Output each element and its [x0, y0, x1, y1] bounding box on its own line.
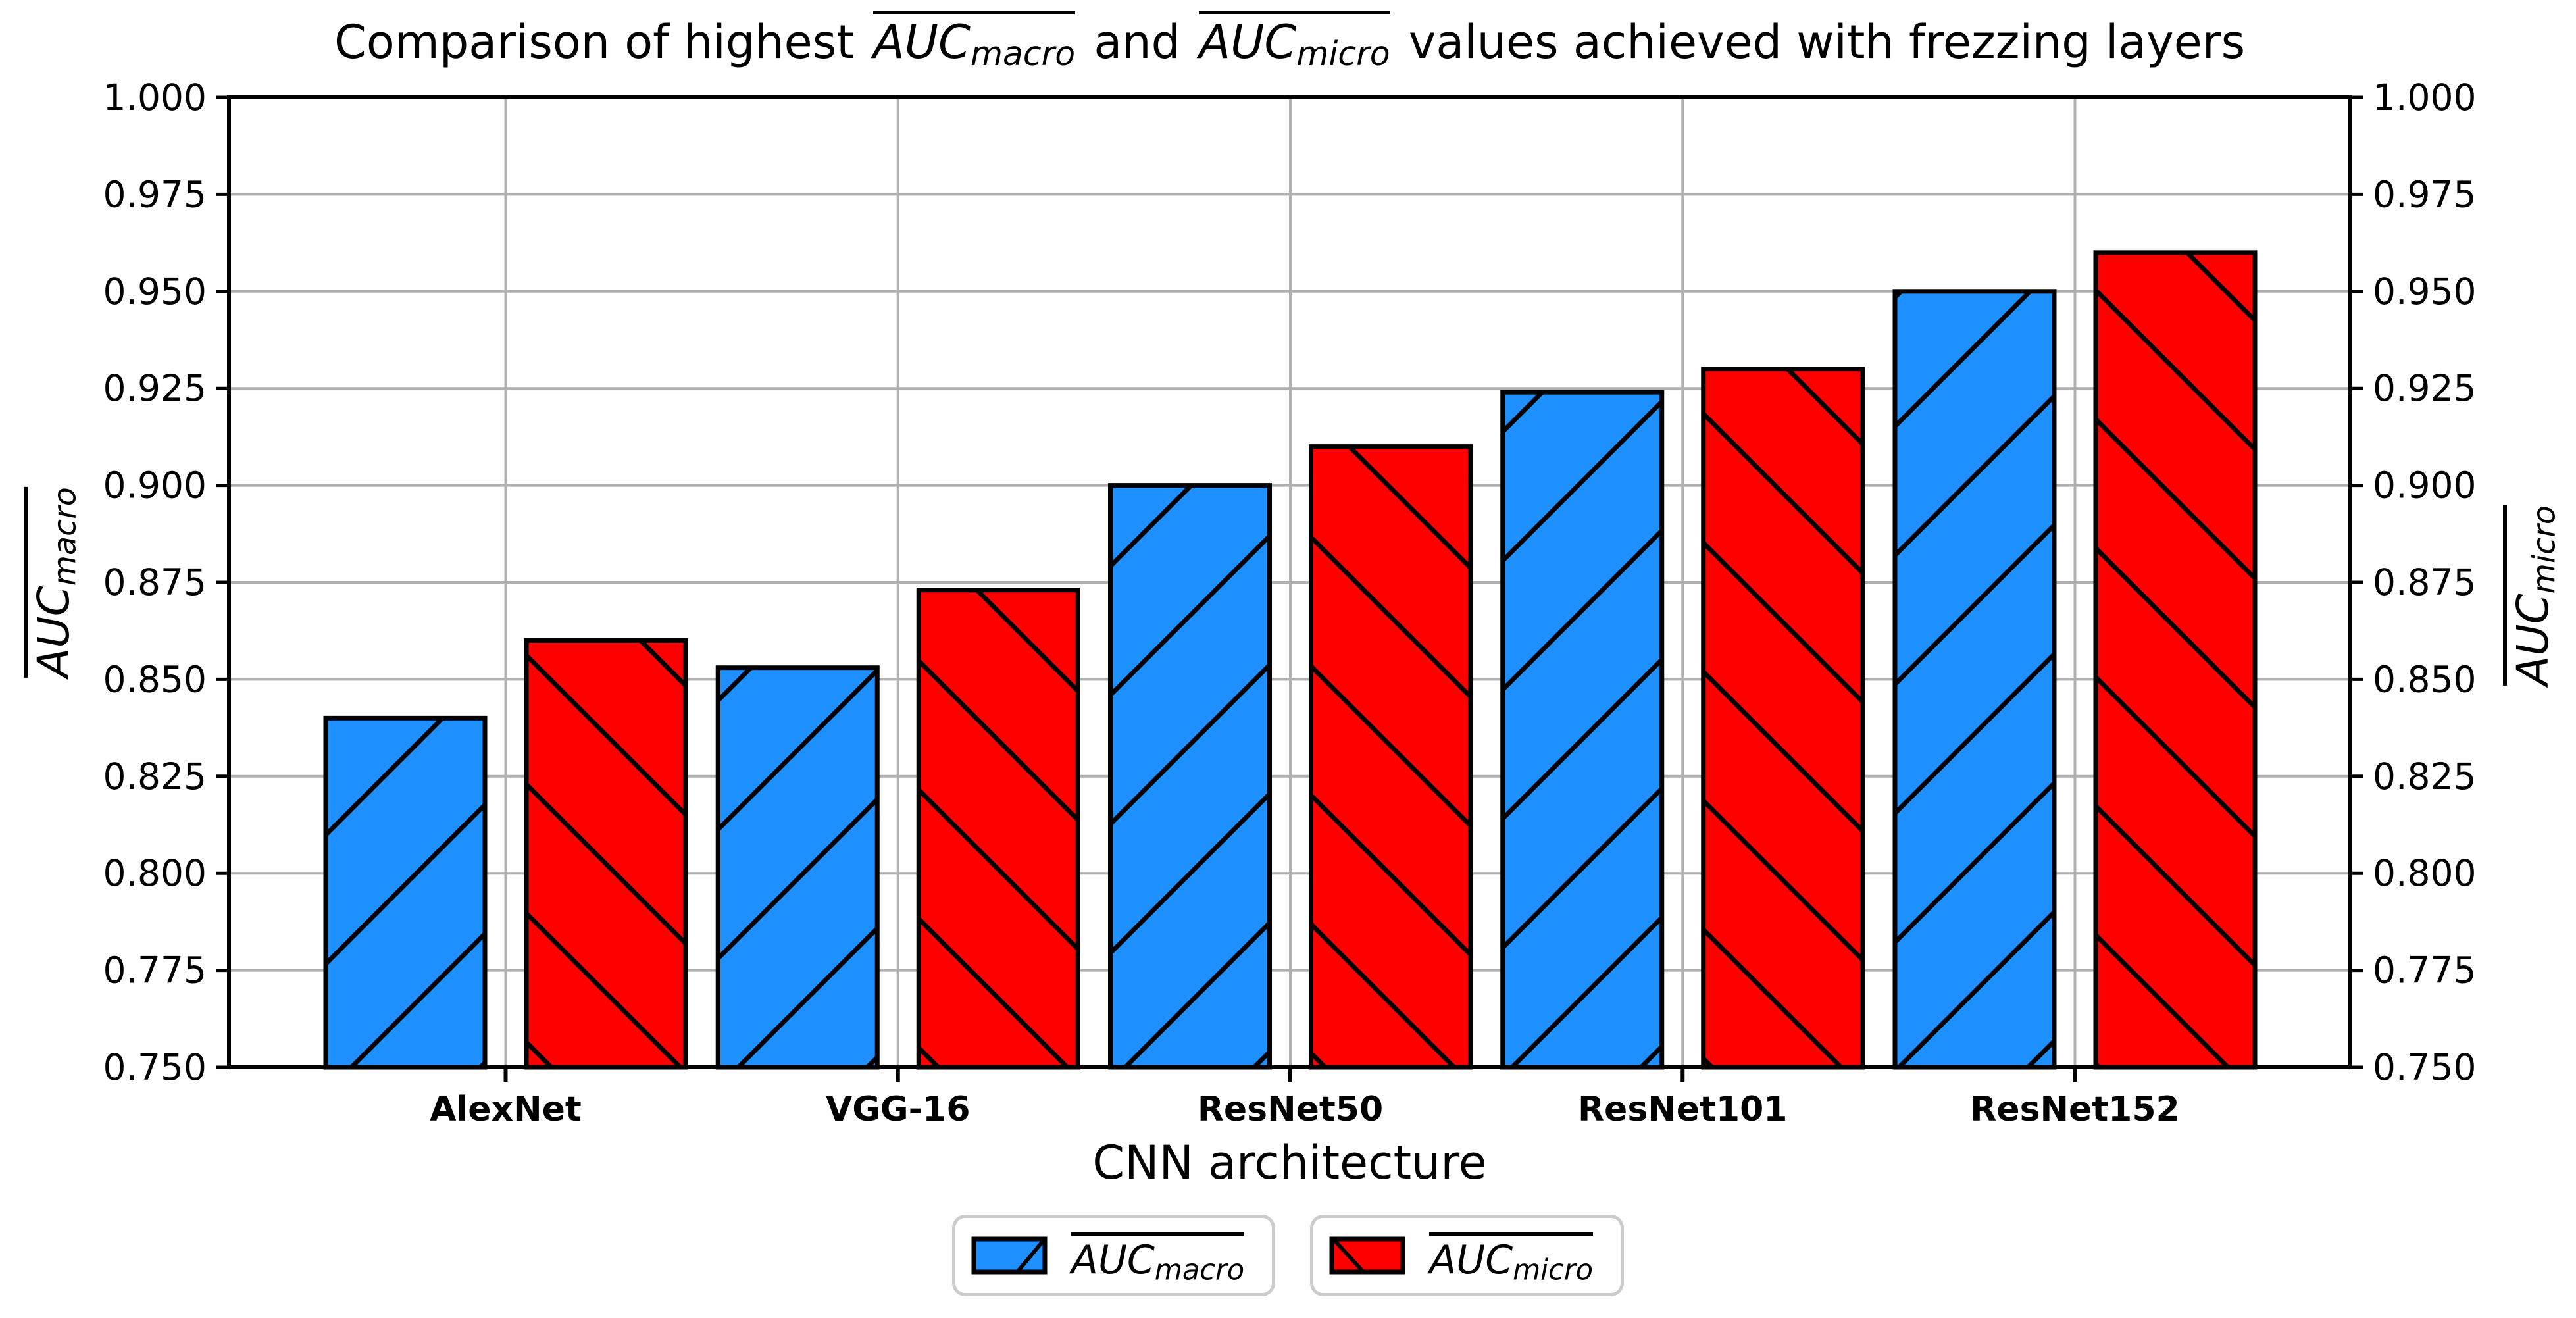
y-tick-label-right: 0.825: [2373, 755, 2476, 798]
legend: AUCmacro AUCmicro: [0, 1215, 2576, 1296]
title-text-prefix: Comparison of highest: [334, 15, 869, 69]
bar-AUC_macro-ResNet50: [1108, 483, 1272, 1070]
y-tick-label-left: 0.925: [103, 367, 207, 409]
y-tick-label-right: 0.875: [2373, 561, 2476, 603]
y-tick-label-left: 0.975: [103, 173, 207, 215]
y-tick-label-left: 0.900: [103, 465, 207, 507]
y-tick-label-right: 0.775: [2373, 950, 2476, 992]
y-tick-label-left: 0.775: [103, 950, 207, 992]
y-tick-label-left: 0.850: [103, 658, 207, 700]
y-tick-label-left: 0.825: [103, 755, 207, 798]
legend-item-auc-micro: AUCmicro: [1310, 1215, 1625, 1296]
x-category-label: ResNet50: [1198, 1090, 1383, 1129]
title-math-auc-micro: AUCmicro: [1199, 11, 1390, 70]
bar-AUC_micro-ResNet152: [2093, 250, 2258, 1070]
y-tick-label-left: 0.875: [103, 561, 207, 603]
y-tick-label-right: 0.800: [2373, 852, 2476, 894]
chart-title: Comparison of highest AUCmacro and AUCmi…: [229, 11, 2350, 70]
legend-swatch-macro-icon: [971, 1236, 1048, 1275]
x-category-label: AlexNet: [430, 1090, 582, 1129]
y-tick-label-left: 0.750: [103, 1046, 207, 1088]
legend-swatch-micro-icon: [1329, 1236, 1405, 1275]
y-tick-label-right: 1.000: [2373, 76, 2476, 118]
y-tick-label-right: 0.750: [2373, 1046, 2476, 1088]
bar-AUC_macro-ResNet101: [1500, 390, 1665, 1070]
bar-AUC_macro-AlexNet: [323, 715, 488, 1070]
y-axis-label-right: AUCmicro: [2503, 501, 2562, 690]
y-tick-label-right: 0.900: [2373, 465, 2476, 507]
bar-AUC_macro-VGG-16: [715, 665, 880, 1070]
bar-AUC_macro-ResNet152: [1892, 289, 2057, 1070]
y-tick-label-left: 0.950: [103, 270, 207, 313]
y-axis-label-left: AUCmacro: [24, 483, 83, 682]
x-category-label: VGG-16: [826, 1090, 971, 1129]
x-axis-label: CNN architecture: [1092, 1136, 1487, 1190]
legend-label-auc-macro: AUCmacro: [1071, 1231, 1245, 1284]
y-tick-label-left: 1.000: [103, 76, 207, 118]
title-text-suffix: values achieved with frezzing layers: [1394, 15, 2246, 69]
bar-AUC_micro-VGG-16: [916, 588, 1080, 1070]
y-tick-label-right: 0.850: [2373, 658, 2476, 700]
y-tick-label-left: 0.800: [103, 852, 207, 894]
y-tick-label-right: 0.975: [2373, 173, 2476, 215]
y-axis-label-left-math: AUCmacro: [24, 487, 83, 678]
x-category-label: ResNet101: [1578, 1090, 1787, 1129]
x-category-label: ResNet152: [1970, 1090, 2179, 1129]
y-tick-label-right: 0.925: [2373, 367, 2476, 409]
legend-label-auc-micro: AUCmicro: [1429, 1231, 1594, 1284]
bar-AUC_micro-AlexNet: [524, 638, 688, 1070]
legend-item-auc-macro: AUCmacro: [951, 1215, 1276, 1296]
title-text-mid: and: [1079, 15, 1196, 69]
y-axis-label-right-math: AUCmicro: [2503, 505, 2562, 686]
title-math-auc-macro: AUCmacro: [872, 11, 1076, 70]
bar-AUC_micro-ResNet50: [1309, 444, 1473, 1070]
y-tick-label-right: 0.950: [2373, 270, 2476, 313]
bar-AUC_micro-ResNet101: [1701, 367, 1865, 1070]
